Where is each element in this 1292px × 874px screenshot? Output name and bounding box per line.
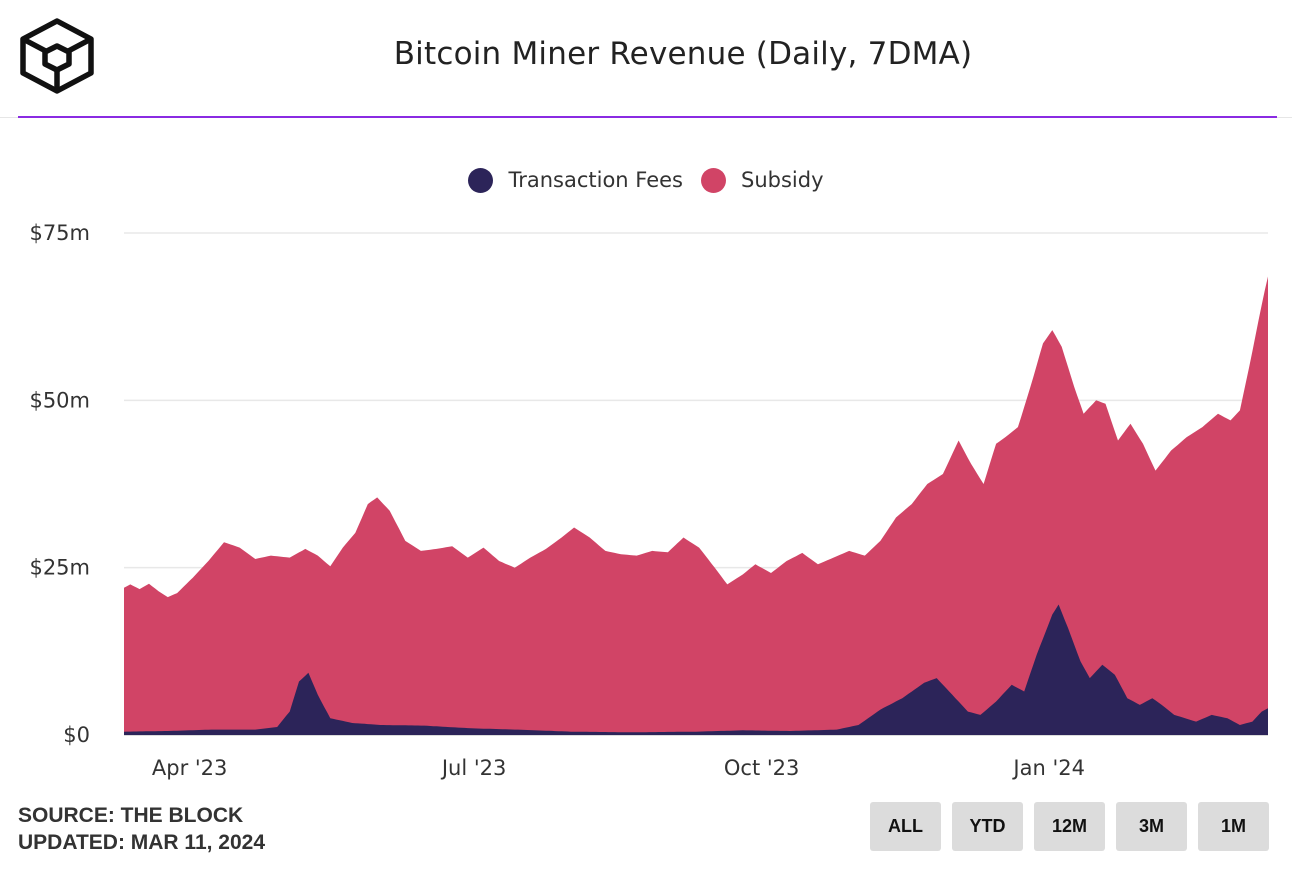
range-button-all[interactable]: ALL bbox=[870, 802, 941, 851]
legend-item-transaction-fees[interactable]: Transaction Fees bbox=[468, 167, 683, 193]
range-button-1m[interactable]: 1M bbox=[1198, 802, 1269, 851]
x-tick-label: Jan '24 bbox=[1011, 756, 1085, 780]
source-label: SOURCE: THE BLOCK bbox=[18, 804, 244, 827]
title-divider bbox=[18, 116, 1277, 118]
y-tick-label: $25m bbox=[29, 556, 90, 580]
chart-legend: Transaction Fees Subsidy bbox=[0, 160, 1292, 200]
legend-swatch-subsidy bbox=[701, 167, 726, 193]
revenue-area-chart: $0 $25m $50m $75m Apr '23 Jul '23 Oct '23 Jan … bbox=[29, 221, 1268, 780]
x-tick-label: Jul '23 bbox=[440, 756, 507, 780]
transaction-fees-area bbox=[124, 604, 1268, 735]
legend-swatch-fees bbox=[468, 167, 494, 193]
legend-item-subsidy[interactable]: Subsidy bbox=[701, 167, 824, 193]
subsidy-area bbox=[124, 276, 1268, 735]
x-tick-label: Oct '23 bbox=[724, 756, 799, 780]
the-block-logo-icon bbox=[20, 18, 94, 94]
range-button-12m[interactable]: 12M bbox=[1034, 802, 1105, 851]
x-tick-label: Apr '23 bbox=[152, 756, 228, 780]
x-axis: Apr '23 Jul '23 Oct '23 Jan '24 bbox=[152, 756, 1085, 780]
range-button-3m[interactable]: 3M bbox=[1116, 802, 1187, 851]
range-selector: ALL YTD 12M 3M 1M bbox=[870, 802, 1269, 851]
legend-label-subsidy: Subsidy bbox=[741, 168, 824, 192]
chart-title: Bitcoin Miner Revenue (Daily, 7DMA) bbox=[393, 36, 973, 72]
y-axis: $0 $25m $50m $75m bbox=[29, 221, 90, 747]
y-tick-label: $0 bbox=[63, 723, 90, 747]
updated-label: UPDATED: MAR 11, 2024 bbox=[18, 831, 266, 854]
range-button-ytd[interactable]: YTD bbox=[952, 802, 1023, 851]
y-tick-label: $50m bbox=[29, 388, 90, 412]
source-note: SOURCE: THE BLOCK UPDATED: MAR 11, 2024 bbox=[18, 802, 265, 856]
y-tick-label: $75m bbox=[29, 221, 90, 245]
legend-label-fees: Transaction Fees bbox=[508, 168, 683, 192]
chart-header: Bitcoin Miner Revenue (Daily, 7DMA) bbox=[0, 0, 1292, 118]
